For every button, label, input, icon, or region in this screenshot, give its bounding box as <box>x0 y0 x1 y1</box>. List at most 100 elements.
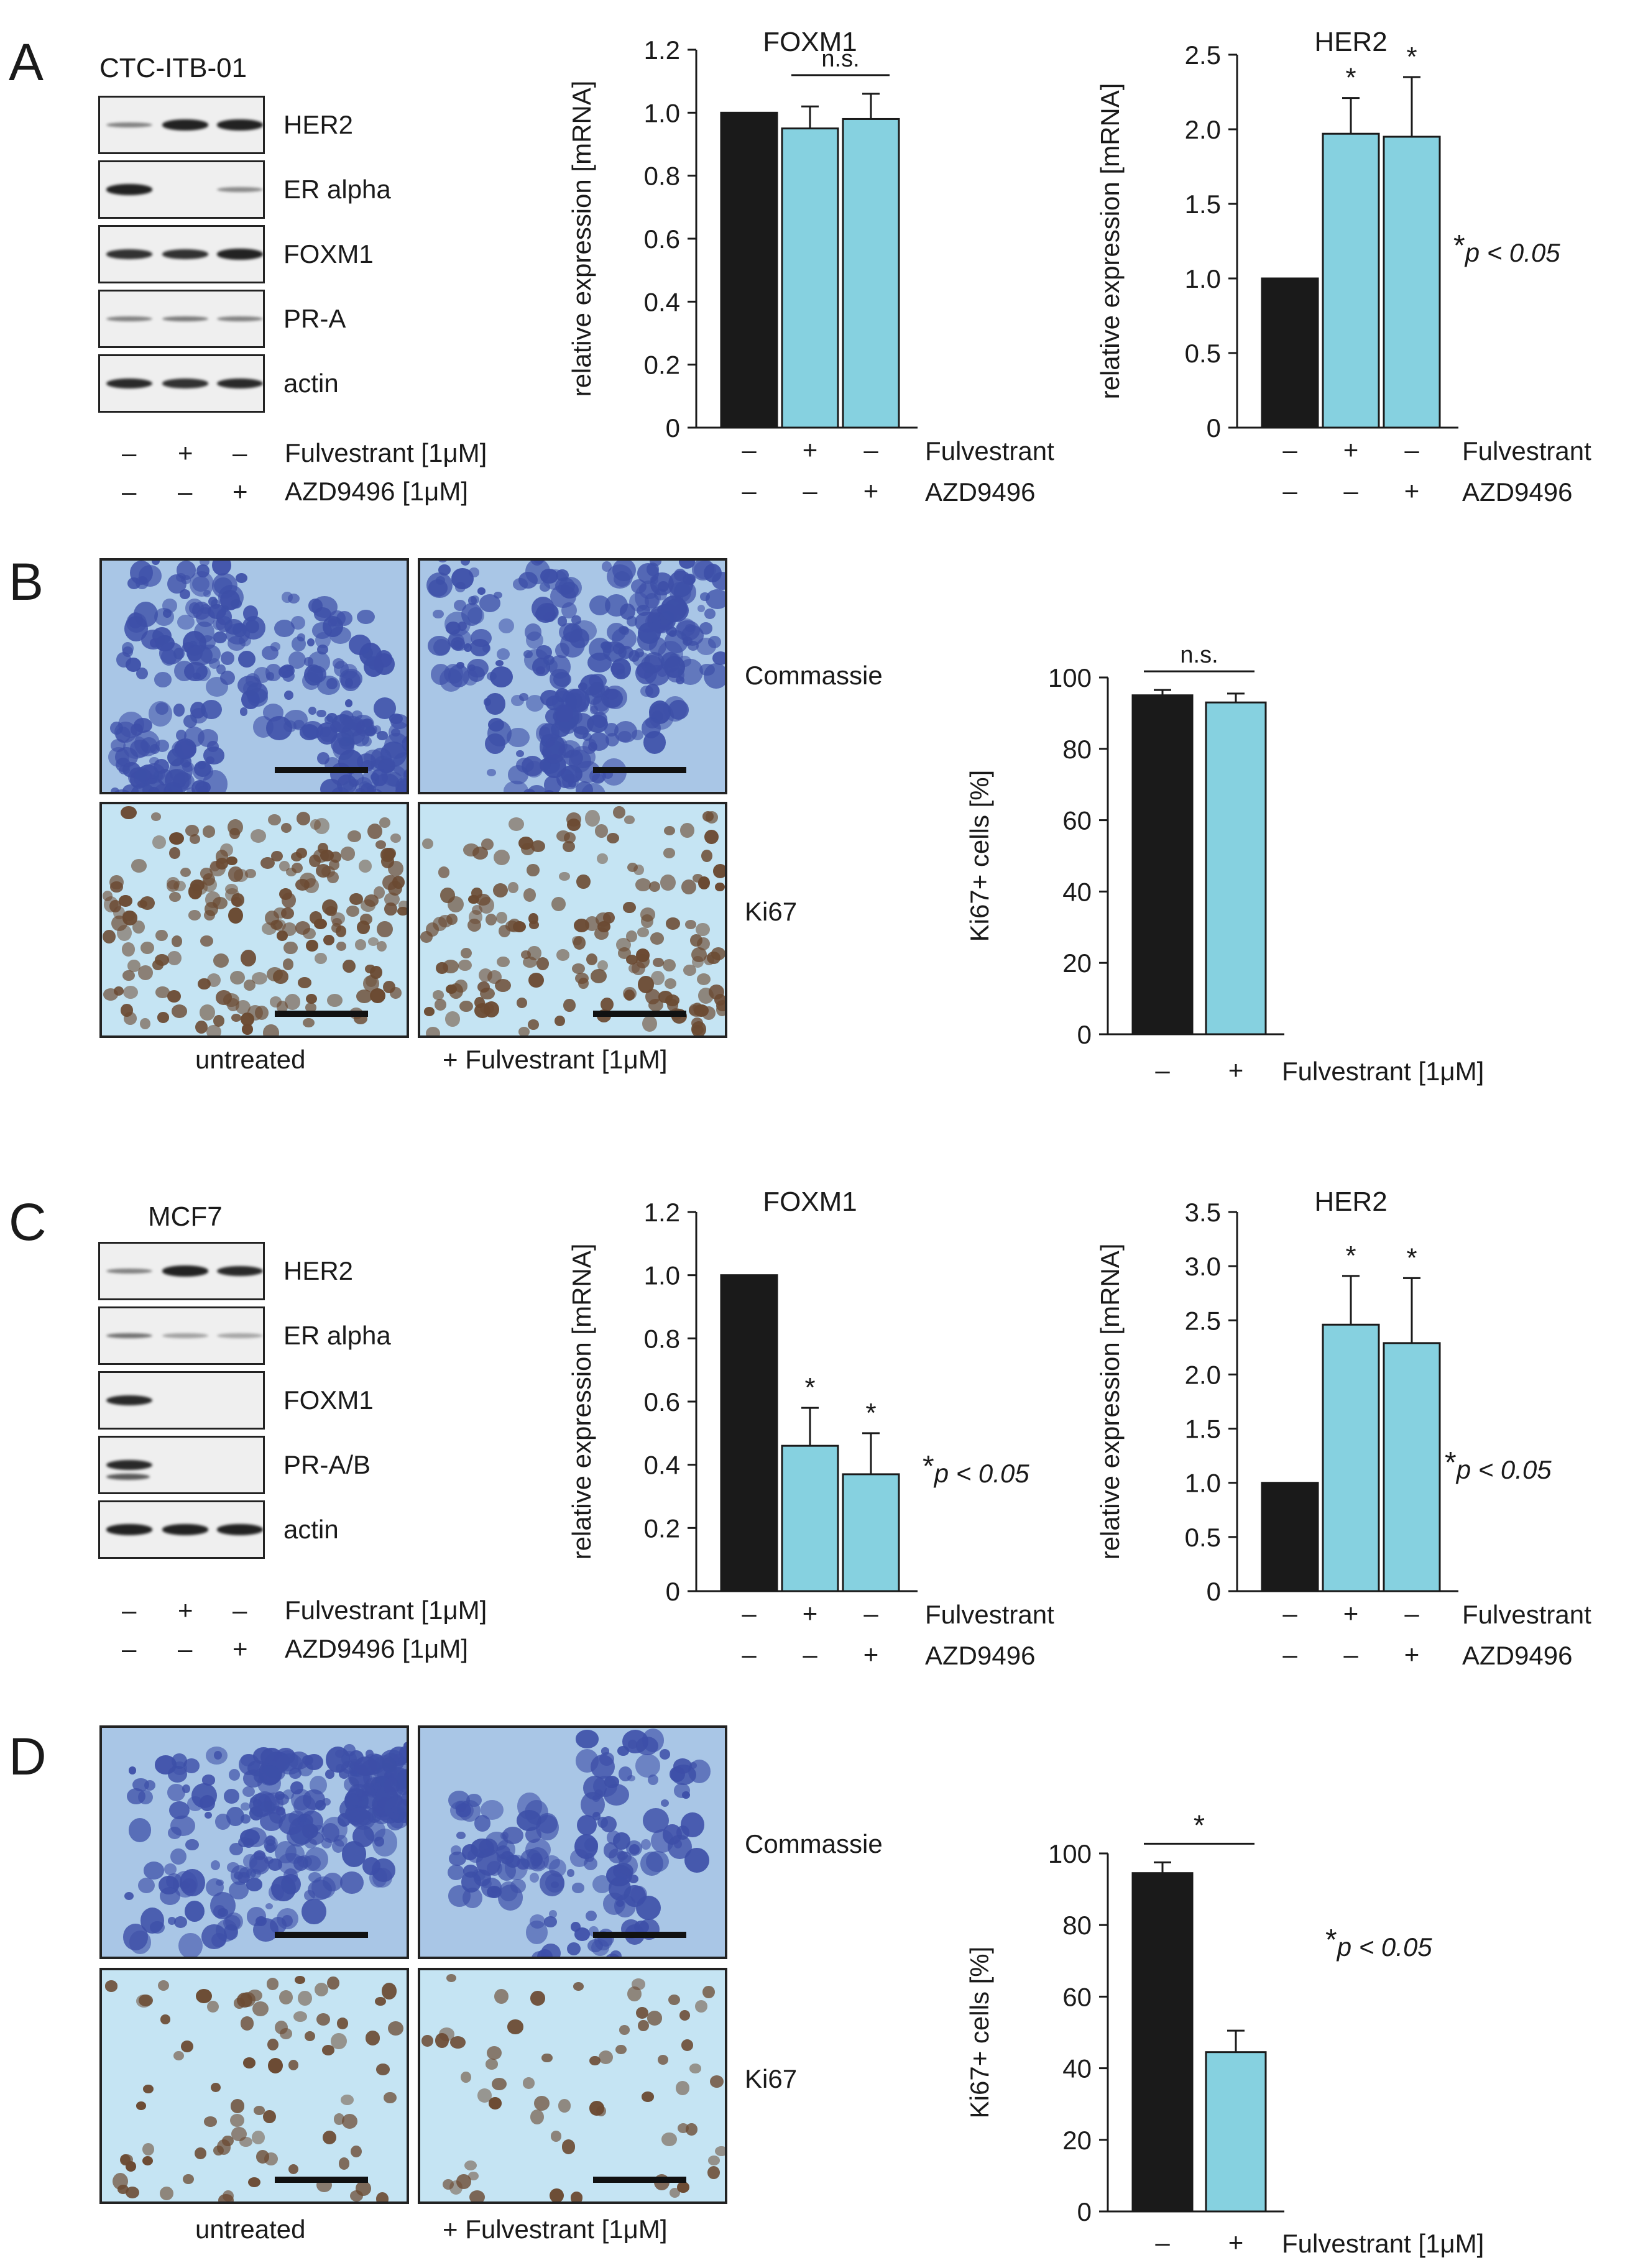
condition-sign: – <box>1155 2228 1170 2257</box>
cell <box>712 651 725 666</box>
cell <box>634 648 644 658</box>
cell <box>646 562 660 577</box>
y-axis-label: relative expression [mRNA] <box>567 1244 596 1560</box>
cell <box>197 761 206 769</box>
chart-title: HER2 <box>1314 27 1387 57</box>
cell <box>133 717 152 733</box>
cell <box>487 717 504 732</box>
cell <box>445 621 461 635</box>
cell <box>190 571 214 597</box>
cell <box>239 707 248 716</box>
condition-sign: + <box>803 1599 818 1628</box>
coomassie-image <box>99 558 409 794</box>
y-tick-label: 20 <box>1062 948 1092 978</box>
y-tick-label: 1.0 <box>1185 1469 1221 1498</box>
bar <box>1131 694 1194 1035</box>
cell <box>699 592 711 601</box>
condition-sign: + <box>1228 2228 1244 2257</box>
cell <box>589 696 610 716</box>
cell <box>699 622 713 635</box>
cell <box>470 628 492 648</box>
condition-sign: – <box>803 476 817 505</box>
treatment-sign: + <box>178 438 193 467</box>
y-tick-label: 80 <box>1062 735 1092 764</box>
cell <box>533 561 546 564</box>
blot-band <box>106 249 152 259</box>
y-tick-label: 0.6 <box>644 1387 680 1416</box>
significance-star: * <box>804 1372 815 1403</box>
blot-band <box>162 379 208 388</box>
cell <box>578 682 588 691</box>
blot-band <box>162 119 208 131</box>
cell <box>163 782 183 792</box>
cell <box>201 700 223 720</box>
cell <box>364 749 384 766</box>
condition-sign: – <box>742 435 757 464</box>
cell <box>696 638 717 656</box>
cell <box>328 618 337 627</box>
y-tick-label: 1.5 <box>1185 1415 1221 1444</box>
bracket-label: * <box>1194 1809 1205 1841</box>
condition-sign: + <box>1228 1055 1244 1085</box>
y-tick-label: 3.0 <box>1185 1252 1221 1281</box>
condition-label: Fulvestrant [1μM] <box>1282 2229 1484 2258</box>
cell <box>324 715 333 724</box>
cell <box>197 786 207 792</box>
cell <box>192 602 211 620</box>
treatment-label: Fulvestrant [1μM] <box>285 438 487 467</box>
blot-band <box>217 249 263 260</box>
condition-sign: + <box>1404 1640 1420 1669</box>
cell <box>523 650 533 659</box>
cell <box>643 730 666 755</box>
bar <box>1261 1482 1319 1592</box>
cell <box>199 561 209 566</box>
cell <box>527 785 547 792</box>
condition-label: Fulvestrant <box>925 436 1054 466</box>
blot-lane <box>98 225 265 283</box>
cell <box>555 705 573 723</box>
cell <box>220 651 235 666</box>
cell <box>186 787 196 792</box>
y-tick-label: 0.4 <box>644 287 680 316</box>
condition-label: Fulvestrant [1μM] <box>1282 1057 1484 1086</box>
y-tick-label: 0.2 <box>644 351 680 380</box>
cell <box>389 713 403 725</box>
cell <box>348 634 372 655</box>
cell <box>512 578 528 590</box>
bar <box>842 1473 900 1592</box>
cell <box>541 740 566 764</box>
cell <box>288 651 306 669</box>
cell <box>284 710 308 729</box>
cell <box>341 671 361 692</box>
cell <box>175 729 186 741</box>
cell <box>131 783 157 792</box>
cell <box>111 787 120 792</box>
cell <box>516 750 524 758</box>
coomassie-image <box>418 558 727 794</box>
cell <box>541 789 556 792</box>
cell <box>376 731 388 741</box>
blot-band <box>217 378 263 389</box>
bar <box>781 1444 839 1592</box>
cell <box>507 728 530 747</box>
cell <box>687 641 699 651</box>
bar <box>1261 277 1319 429</box>
cell <box>471 595 480 605</box>
cell <box>282 669 295 682</box>
y-tick-label: 0.5 <box>1185 339 1221 368</box>
cell <box>546 659 558 672</box>
y-tick-label: 0 <box>1207 1577 1221 1606</box>
cell <box>645 683 660 698</box>
cell <box>495 659 504 667</box>
y-tick-label: 0 <box>1077 1020 1092 1049</box>
cell <box>282 592 293 604</box>
significance-star: * <box>865 1398 876 1428</box>
y-tick-label: 1.2 <box>644 1198 680 1227</box>
chart-title: HER2 <box>1314 1187 1387 1217</box>
bar <box>842 117 900 429</box>
cell <box>211 561 231 576</box>
y-axis-label: Ki67+ cells [%] <box>965 770 994 942</box>
cell <box>486 672 497 681</box>
cell <box>352 710 363 720</box>
scale-bar <box>275 767 368 773</box>
